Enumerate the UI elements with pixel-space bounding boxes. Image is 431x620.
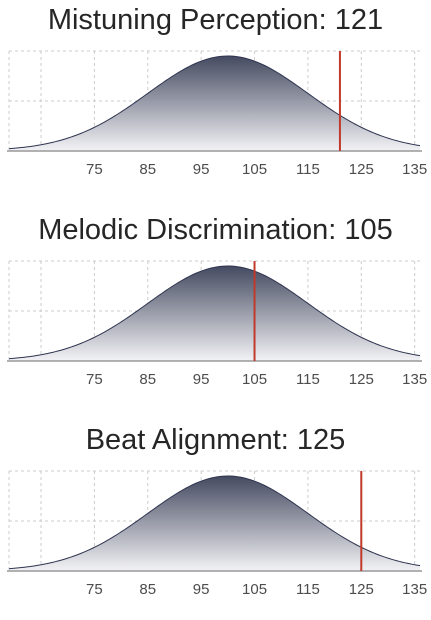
x-tick-label: 115 xyxy=(296,581,320,598)
density-curve xyxy=(8,475,421,570)
chart-panel-melodic: Melodic Discrimination: 105 75 85 95 105 115… xyxy=(0,210,431,410)
x-tick-label: 105 xyxy=(242,371,267,388)
x-tick-label: 85 xyxy=(139,581,156,598)
x-tick-label: 85 xyxy=(139,371,156,388)
x-tick-label: 115 xyxy=(296,371,320,388)
chart-panel-mistuning: Mistuning Perception: 121 75 85 95 105 115 12… xyxy=(0,0,431,200)
x-tick-label: 135 xyxy=(402,161,427,178)
chart-title-score: 125 xyxy=(296,424,346,456)
density-curve xyxy=(8,55,421,150)
chart-title-score: 121 xyxy=(334,4,384,36)
x-tick-label: 125 xyxy=(349,161,374,178)
x-tick-label: 75 xyxy=(86,581,103,598)
x-tick-label: 75 xyxy=(86,371,103,388)
chart-title-score: 105 xyxy=(344,214,393,246)
x-tick-label: 95 xyxy=(193,371,210,388)
x-tick-label: 125 xyxy=(349,581,374,598)
x-tick-label: 115 xyxy=(296,161,320,178)
chart-title: Mistuning Perception: 121 xyxy=(47,4,384,36)
plot-area: 75 85 95 105 115 125 135 xyxy=(7,50,427,178)
chart-title-name: Melodic Discrimination xyxy=(38,214,329,246)
x-tick-label: 135 xyxy=(402,581,427,598)
x-tick-label: 105 xyxy=(242,161,267,178)
density-area xyxy=(9,476,420,571)
chart-title-name: Beat Alignment xyxy=(85,424,281,456)
x-tick-label: 95 xyxy=(193,581,210,598)
x-tick-label: 125 xyxy=(349,371,374,388)
chart-title: Beat Alignment: 125 xyxy=(85,424,346,456)
density-curve xyxy=(8,265,421,360)
x-tick-label: 95 xyxy=(193,161,210,178)
chart-panel-beat: Beat Alignment: 125 75 85 95 105 115 125 135 xyxy=(0,420,431,620)
chart-title-name: Mistuning Perception xyxy=(47,4,319,36)
density-area xyxy=(9,266,420,361)
x-tick-label: 135 xyxy=(402,371,427,388)
plot-area: 75 85 95 105 115 125 135 xyxy=(7,260,427,388)
density-area xyxy=(9,56,420,151)
x-tick-label: 85 xyxy=(139,161,156,178)
plot-area: 75 85 95 105 115 125 135 xyxy=(7,470,427,598)
chart-title: Melodic Discrimination: 105 xyxy=(38,214,393,246)
x-tick-label: 105 xyxy=(242,581,267,598)
x-tick-label: 75 xyxy=(86,161,103,178)
